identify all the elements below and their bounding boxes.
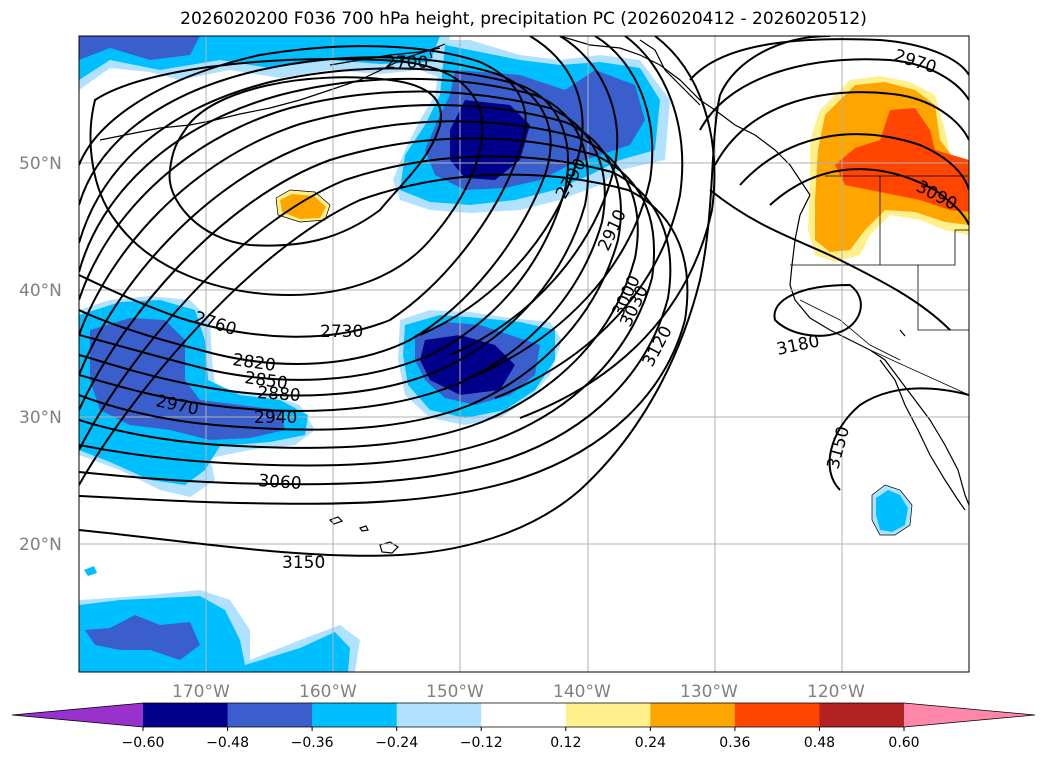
colorbar-segments bbox=[143, 703, 905, 727]
contour-labels: 2700 2970 2790 2910 3090 3000 3030 3120 … bbox=[154, 46, 960, 573]
latitude-labels: 50°N 40°N 30°N 20°N bbox=[19, 154, 62, 555]
contour-label: 2700 bbox=[385, 53, 428, 73]
colorbar-tick-label: 0.12 bbox=[550, 735, 581, 751]
contour-label: 2880 bbox=[257, 383, 302, 406]
colorbar-tick-label: −0.48 bbox=[206, 735, 249, 751]
lon-label-140w: 140°W bbox=[553, 682, 611, 702]
colorbar-tick-label: 0.24 bbox=[635, 735, 666, 751]
colorbar-tick-label: −0.12 bbox=[460, 735, 503, 751]
graticule bbox=[79, 36, 969, 672]
colorbar-tick-label: −0.60 bbox=[122, 735, 165, 751]
colorbar-extend-low bbox=[12, 703, 143, 727]
colorbar: −0.60 −0.48 −0.36 −0.24 −0.12 0.12 0.24 0.36 0.4… bbox=[11, 702, 1036, 751]
lat-label-50n: 50°N bbox=[19, 154, 62, 174]
height-contours bbox=[79, 36, 969, 557]
lon-label-160w: 160°W bbox=[299, 682, 357, 702]
precip-shading-positive bbox=[276, 76, 969, 262]
contour-label: 3150 bbox=[282, 553, 325, 573]
colorbar-segment bbox=[312, 703, 398, 727]
longitude-labels: 170°W 160°W 150°W 140°W 130°W 120°W bbox=[172, 682, 865, 702]
contour-label: 3060 bbox=[258, 471, 303, 494]
map-frame bbox=[78, 35, 970, 673]
colorbar-segment bbox=[819, 703, 905, 727]
lat-label-30n: 30°N bbox=[19, 408, 62, 428]
political-borders bbox=[790, 175, 969, 396]
lon-label-150w: 150°W bbox=[426, 682, 484, 702]
colorbar-segment bbox=[396, 703, 482, 727]
precip-outlines bbox=[275, 189, 913, 536]
coastlines bbox=[99, 36, 969, 554]
lat-label-20n: 20°N bbox=[19, 535, 62, 555]
colorbar-segment bbox=[734, 703, 820, 727]
lon-label-120w: 120°W bbox=[807, 682, 865, 702]
lon-label-170w: 170°W bbox=[172, 682, 230, 702]
colorbar-tick-label: −0.36 bbox=[291, 735, 334, 751]
colorbar-tick-label: 0.48 bbox=[804, 735, 835, 751]
colorbar-segment bbox=[481, 703, 567, 727]
colorbar-tick-label: 0.60 bbox=[888, 735, 919, 751]
lon-label-130w: 130°W bbox=[680, 682, 738, 702]
contour-label: 2730 bbox=[320, 322, 363, 342]
lat-label-40n: 40°N bbox=[19, 281, 62, 301]
colorbar-tick-label: −0.24 bbox=[375, 735, 418, 751]
colorbar-segment bbox=[227, 703, 313, 727]
map-title: 2026020200 F036 700 hPa height, precipit… bbox=[180, 9, 867, 29]
colorbar-segment bbox=[143, 703, 229, 727]
contour-label: 2940 bbox=[254, 408, 297, 428]
map-area: 2700 2970 2790 2910 3090 3000 3030 3120 … bbox=[79, 36, 969, 672]
colorbar-ticks: −0.60 −0.48 −0.36 −0.24 −0.12 0.12 0.24 0.36 0.4… bbox=[122, 727, 920, 751]
colorbar-extend-high bbox=[904, 703, 1035, 727]
colorbar-tick-label: 0.36 bbox=[719, 735, 750, 751]
precip-shading-negative bbox=[79, 36, 912, 672]
colorbar-segment bbox=[650, 703, 736, 727]
colorbar-segment bbox=[565, 703, 651, 727]
